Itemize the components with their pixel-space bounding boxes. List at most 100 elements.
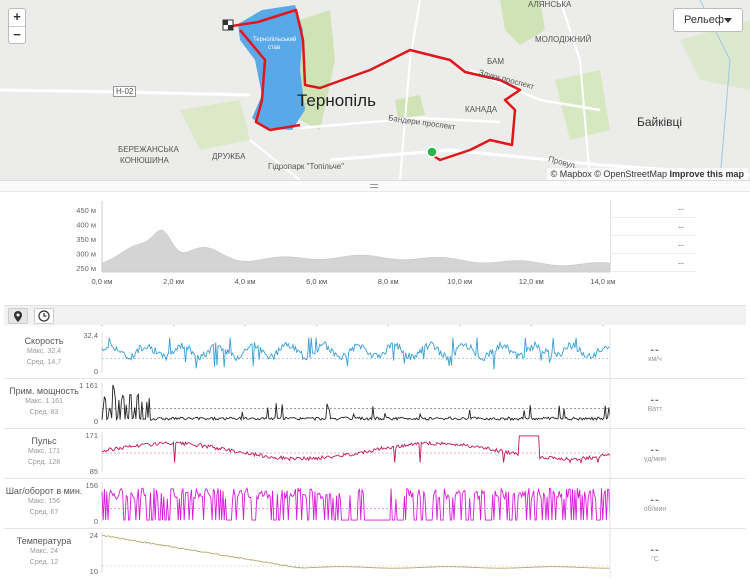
zoom-control: + − xyxy=(8,8,26,44)
stream-max: Макс. 171 xyxy=(27,448,60,455)
stream-current: -- об/мин xyxy=(612,494,698,513)
map-label-berezhanska: БЕРЕЖАНСЬКА xyxy=(118,145,179,154)
zoom-out-button[interactable]: − xyxy=(9,26,25,43)
stream-max: Макс. 24 xyxy=(29,548,59,555)
stream-unit: °C xyxy=(651,556,659,563)
elevation-y-tick: 350 м xyxy=(76,235,96,244)
map-label-baikivtsi: Байківці xyxy=(637,115,683,129)
elevation-side-value: -- xyxy=(611,200,696,218)
stream-unit: уд/мин xyxy=(644,456,666,463)
stream-value: -- xyxy=(650,494,660,506)
attribution-improve[interactable]: Improve this map xyxy=(669,169,744,179)
map-canvas xyxy=(0,0,750,180)
stream-label: Пульс Макс. 171 Сред. 128 xyxy=(4,436,84,468)
relief-dropdown[interactable]: Рельеф xyxy=(673,8,743,32)
stream-bottom-tick: 0 xyxy=(94,517,98,526)
stream-title: Температура xyxy=(16,536,72,546)
row-divider xyxy=(4,478,746,479)
clock-icon xyxy=(38,310,50,322)
stream-label: Температура Макс. 24 Сред. 12 xyxy=(4,536,84,568)
map-label-alyanska: АЛЯНСЬКА xyxy=(528,0,572,9)
map-pin-icon xyxy=(14,311,22,322)
stream-value: -- xyxy=(650,444,660,456)
stream-line xyxy=(101,534,610,569)
streams-toolbar xyxy=(4,305,746,325)
stream-line xyxy=(101,337,611,370)
map-label-lake2: став xyxy=(268,45,281,51)
map-label-park: Гідропарк "Топільче" xyxy=(268,162,345,171)
stream-bottom-tick: 85 xyxy=(90,467,98,476)
stream-top-tick: 24 xyxy=(90,531,98,540)
stream-label: Шаг/оборот в мин. Макс. 156 Сред. 67 xyxy=(4,486,84,518)
row-divider xyxy=(4,528,746,529)
stream-title: Прим. мощность xyxy=(9,386,79,396)
map-label-road: Н-02 xyxy=(113,86,137,97)
stream-unit: Ватт xyxy=(647,406,663,413)
elevation-y-tick: 300 м xyxy=(76,250,96,259)
elevation-y-tick: 450 м xyxy=(76,206,96,215)
stream-line xyxy=(101,486,611,521)
stream-unit: об/мин xyxy=(643,506,667,513)
map-label-city: Тернопіль xyxy=(297,91,376,110)
elevation-x-tick: 14,0 км xyxy=(590,277,615,286)
elevation-x-tick: 2,0 км xyxy=(163,277,184,286)
elevation-x-tick: 12,0 км xyxy=(519,277,544,286)
stream-label: Прим. мощность Макс. 1 161 Сред. 83 xyxy=(4,386,84,418)
stream-top-tick: 171 xyxy=(85,431,98,440)
route-map[interactable]: Тернопіль Байківці АЛЯНСЬКА МОЛОДІЖНИЙ Б… xyxy=(0,0,750,180)
resize-handle[interactable] xyxy=(0,180,750,192)
grip-icon xyxy=(370,184,378,188)
stream-top-tick: 156 xyxy=(85,481,98,490)
row-divider xyxy=(4,378,746,379)
elevation-x-tick: 0,0 км xyxy=(92,277,113,286)
stream-avg: Сред. 12 xyxy=(29,559,59,566)
stream-title: Скорость xyxy=(24,336,64,346)
attribution-mapbox[interactable]: © Mapbox xyxy=(550,169,592,179)
stream-unit: км/ч xyxy=(648,356,662,363)
stream-max: Макс. 156 xyxy=(27,498,60,505)
map-label-lake: Тернопільський xyxy=(253,37,297,43)
start-marker xyxy=(426,146,438,158)
stream-max: Макс. 32,4 xyxy=(27,348,61,355)
map-label-bam: БАМ xyxy=(487,57,505,66)
map-label-kanada: КАНАДА xyxy=(465,105,498,114)
time-mode-button[interactable] xyxy=(34,308,54,324)
stream-title: Шаг/оборот в мин. xyxy=(5,486,83,496)
elevation-profile xyxy=(101,229,611,273)
stream-bottom-tick: 0 xyxy=(94,417,98,426)
stream-top-tick: 32,4 xyxy=(83,331,98,340)
stream-value: -- xyxy=(650,344,660,356)
elevation-side-value: -- xyxy=(611,218,696,236)
zoom-in-button[interactable]: + xyxy=(13,9,21,24)
map-label-konyushyna: КОНЮШИНА xyxy=(120,156,169,165)
relief-label: Рельеф xyxy=(684,14,724,26)
elevation-x-tick: 6,0 км xyxy=(306,277,327,286)
elevation-y-tick: 250 м xyxy=(76,264,96,273)
elevation-side-values: -- -- -- -- xyxy=(610,200,696,272)
stream-value: -- xyxy=(650,544,660,556)
elevation-x-tick: 10,0 км xyxy=(447,277,472,286)
map-label-molodizhnyi: МОЛОДІЖНИЙ xyxy=(535,35,592,44)
stream-line xyxy=(101,384,611,422)
distance-mode-button[interactable] xyxy=(8,308,28,324)
elevation-y-tick: 400 м xyxy=(76,221,96,230)
stream-avg: Сред. 67 xyxy=(29,509,59,516)
stream-max: Макс. 1 161 xyxy=(25,398,63,405)
stream-bottom-tick: 0 xyxy=(94,367,98,376)
stream-current: -- °C xyxy=(612,544,698,563)
stream-current: -- км/ч xyxy=(612,344,698,363)
elevation-x-tick: 4,0 км xyxy=(235,277,256,286)
elevation-side-value: -- xyxy=(611,236,696,254)
map-label-druzhba: ДРУЖБА xyxy=(212,152,246,161)
stream-current: -- Ватт xyxy=(612,394,698,413)
stream-avg: Сред. 14,7 xyxy=(26,359,62,366)
stream-value: -- xyxy=(650,394,660,406)
stream-avg: Сред. 128 xyxy=(27,459,61,466)
elevation-x-tick: 8,0 км xyxy=(378,277,399,286)
attribution-osm[interactable]: © OpenStreetMap xyxy=(594,169,667,179)
stream-avg: Сред. 83 xyxy=(29,409,59,416)
stream-top-tick: 1 161 xyxy=(79,381,98,390)
chevron-down-icon xyxy=(724,18,732,23)
stream-line xyxy=(101,435,611,464)
